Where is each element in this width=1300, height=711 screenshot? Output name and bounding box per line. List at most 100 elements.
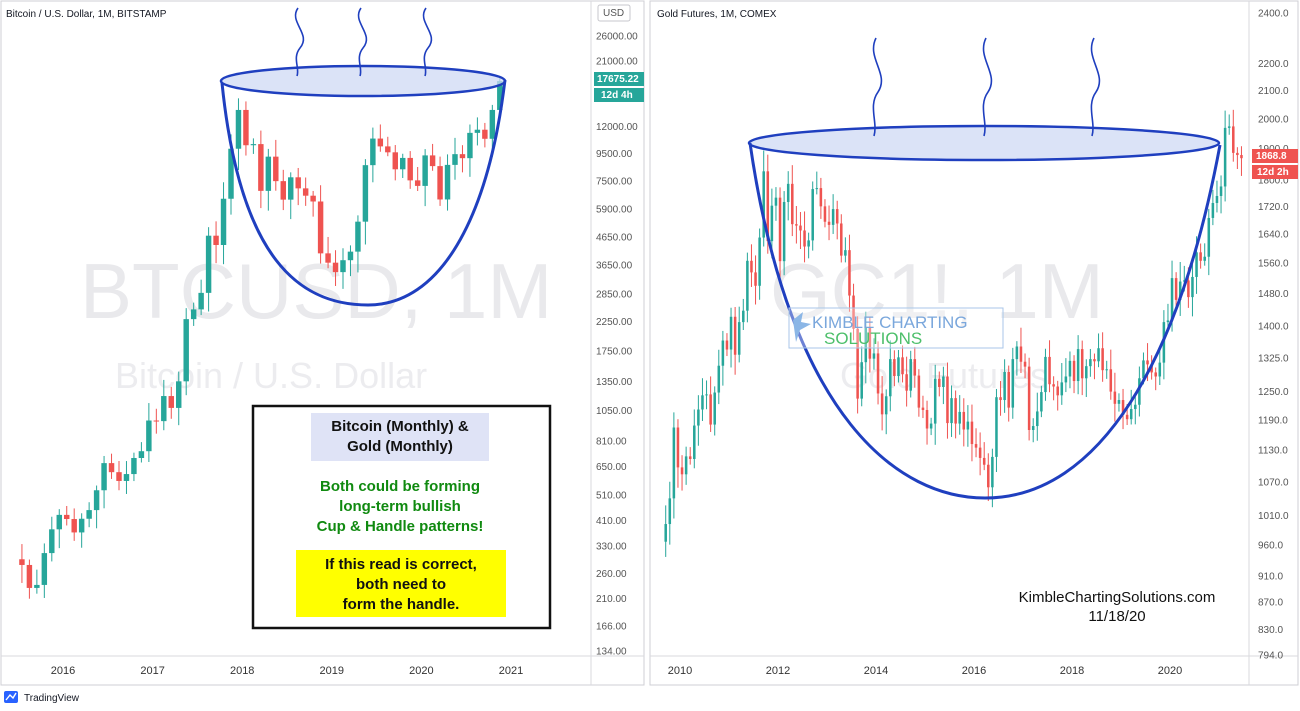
btc-candle: [332, 250, 339, 286]
btc-candle: [422, 149, 428, 207]
btc-candle: [407, 151, 413, 189]
gold-candle: [884, 389, 888, 435]
gold-candle: [1199, 243, 1202, 269]
gold-y-tick: 1560.0: [1258, 259, 1289, 270]
gold-cup-bowl: [748, 142, 1222, 500]
gold-candle: [1211, 189, 1215, 226]
gold-candle: [1076, 335, 1080, 395]
gold-candle: [1036, 392, 1039, 441]
gold-y-tick: 1010.0: [1258, 511, 1289, 522]
btc-candle: [385, 136, 391, 157]
gold-candle: [701, 378, 704, 421]
gold-last-price: 1868.8: [1256, 151, 1287, 162]
gold-y-tick: 1800.0: [1258, 175, 1289, 186]
gold-candle: [742, 298, 745, 331]
btc-candle: [78, 513, 85, 548]
gold-candle: [929, 417, 933, 436]
gold-candles: [664, 109, 1243, 557]
gold-candle: [954, 390, 957, 439]
gold-candle: [1117, 393, 1121, 412]
gold-candle: [1236, 147, 1239, 169]
btc-candle: [19, 544, 25, 583]
gold-candle: [1109, 349, 1113, 400]
gold-candle: [1093, 353, 1096, 380]
gold-candle: [803, 211, 806, 263]
gold-candle: [688, 447, 692, 465]
btc-y-tick: 134.00: [596, 647, 627, 658]
gold-y-tick: 1190.0: [1258, 416, 1288, 427]
caption-yellow-2: both need to: [356, 576, 446, 593]
gold-candle: [778, 187, 782, 279]
gold-candle: [909, 350, 912, 398]
gold-y-tick: 960.0: [1258, 540, 1283, 551]
btc-steam-2: [357, 7, 368, 77]
gold-candle: [746, 252, 749, 323]
btc-candle: [213, 221, 219, 264]
gold-candle: [897, 349, 900, 383]
gold-y-tick: 2400.0: [1258, 9, 1289, 20]
btc-candle: [34, 569, 40, 594]
caption-green-3: Cup & Handle patterns!: [317, 518, 484, 535]
btc-y-tick: 210.00: [596, 594, 627, 605]
gold-candle: [1040, 385, 1043, 418]
gold-candle: [999, 381, 1002, 416]
gold-candle: [987, 453, 990, 502]
gold-y-tick: 1720.0: [1258, 202, 1289, 213]
btc-candle: [265, 148, 272, 211]
gold-candle: [1219, 175, 1223, 214]
btc-candle: [71, 508, 77, 541]
gold-y-tick: 2200.0: [1258, 59, 1289, 70]
btc-candle: [26, 559, 33, 599]
gold-candle: [774, 187, 778, 221]
tradingview-icon: [4, 691, 18, 703]
gold-candle: [1203, 243, 1206, 266]
btc-y-tick: 21000.00: [596, 56, 638, 67]
gold-candle: [664, 505, 667, 557]
gold-last-price-tag: 1868.8 12d 2h: [1252, 149, 1298, 179]
btc-y-tick: 2250.00: [596, 317, 633, 328]
btc-candle: [258, 130, 264, 209]
gold-candle: [876, 341, 880, 405]
gold-candle: [856, 316, 859, 414]
gold-countdown: 12d 2h: [1257, 167, 1289, 178]
gold-candle: [860, 346, 863, 407]
gold-y-tick: 1480.0: [1258, 289, 1289, 300]
btc-candle: [153, 408, 160, 434]
btc-candle: [176, 371, 182, 426]
gold-candle: [1138, 366, 1141, 417]
btc-candle: [288, 172, 294, 220]
gold-candle: [982, 442, 986, 471]
btc-watermark: BTCUSD, 1M: [80, 247, 552, 335]
gold-candle: [725, 333, 729, 357]
gold-candle: [1089, 348, 1092, 377]
currency-badge[interactable]: USD: [597, 4, 631, 22]
gold-y-tick: 830.0: [1258, 625, 1283, 636]
btc-candle: [459, 145, 466, 173]
gold-candle: [942, 366, 945, 405]
gold-cup-annotation: [747, 37, 1222, 500]
caption-yellow-3: form the handle.: [343, 596, 460, 613]
btc-countdown: 12d 4h: [601, 90, 633, 101]
btc-candle: [370, 127, 376, 183]
btc-y-tick: 3650.00: [596, 261, 633, 272]
btc-last-price-tag: 17675.22 12d 4h: [594, 72, 644, 102]
gold-y-tick: 1070.0: [1258, 477, 1289, 488]
btc-x-tick: 2017: [140, 665, 164, 677]
gold-candle: [893, 350, 896, 387]
gold-candle: [835, 200, 839, 240]
btc-candle: [452, 137, 458, 180]
gold-candle: [1227, 114, 1231, 135]
btc-y-tick: 9500.00: [596, 149, 633, 160]
caption-green-2: long-term bullish: [339, 498, 461, 515]
btc-x-tick: 2016: [51, 665, 75, 677]
btc-candle: [280, 169, 286, 211]
gold-x-tick: 2012: [766, 665, 790, 677]
gold-y-axis: 2400.02200.02100.02000.01900.01800.01720…: [1258, 9, 1289, 662]
gold-candle: [1121, 388, 1125, 430]
btc-cup-annotation: [219, 7, 507, 307]
btc-candle: [377, 124, 384, 152]
btc-y-tick: 410.00: [596, 516, 627, 527]
site-date: 11/18/20: [1088, 608, 1145, 625]
gold-candle: [840, 214, 843, 263]
gold-candle: [684, 446, 688, 485]
